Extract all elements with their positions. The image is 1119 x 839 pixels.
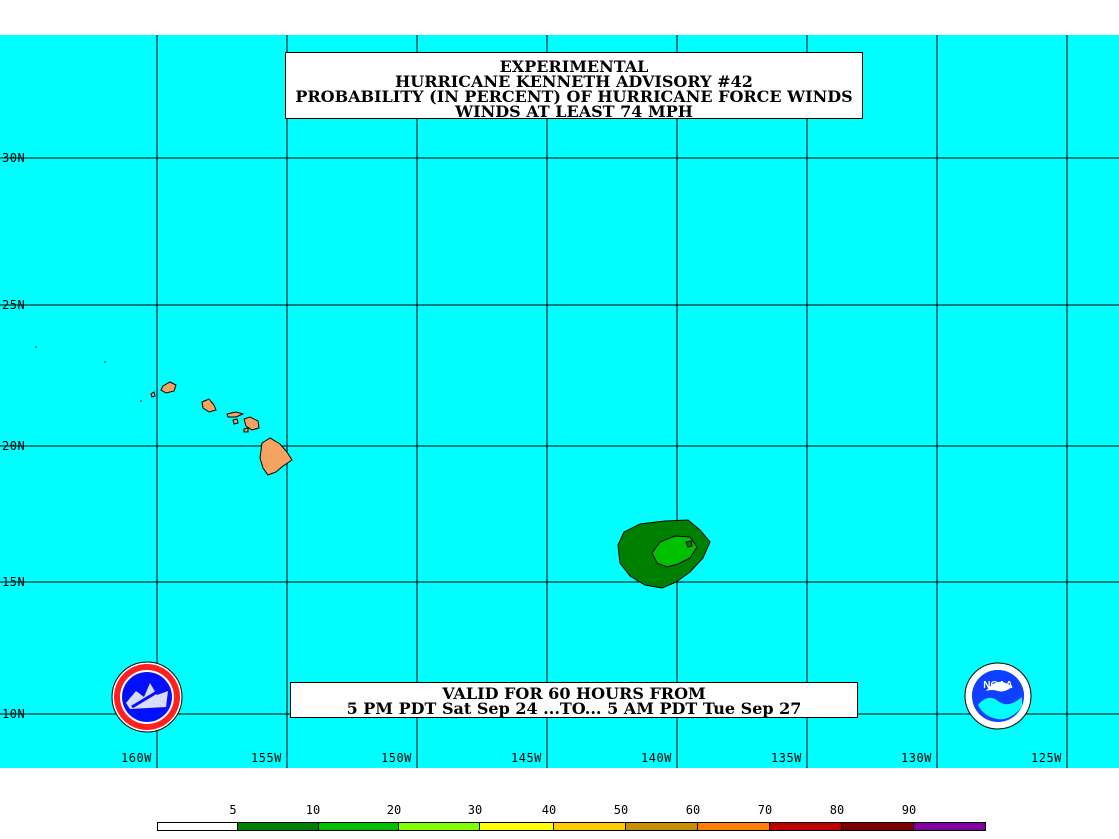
- legend-swatch-70-80: [769, 822, 842, 831]
- title-box: EXPERIMENTAL HURRICANE KENNETH ADVISORY …: [285, 52, 863, 121]
- island-kahoolawe: [243, 427, 249, 433]
- lat-label-25n: 25N: [2, 298, 26, 312]
- legend-swatch-20-30: [398, 822, 480, 831]
- lat-label-20n: 20N: [2, 439, 26, 453]
- lon-label-145w: 145W: [511, 751, 542, 765]
- legend-label-60: 60: [685, 803, 701, 817]
- legend-swatch-80-90: [841, 822, 914, 831]
- legend-label-90: 90: [901, 803, 917, 817]
- ocean-area: [0, 35, 1119, 768]
- lon-label-150w: 150W: [381, 751, 412, 765]
- island-kauai: [160, 381, 177, 394]
- nws-logo: [111, 661, 183, 733]
- legend-swatch-90-100: [913, 822, 986, 831]
- legend-label-40: 40: [541, 803, 557, 817]
- island-big-island: [259, 437, 293, 476]
- legend-swatch-50-60: [625, 822, 698, 831]
- nw-islet: [35, 346, 37, 348]
- noaa-logo-text: NOAA: [983, 680, 1012, 691]
- lat-label-30n: 30N: [2, 151, 26, 165]
- lat-lon-grid: [0, 35, 1119, 768]
- legend-label-70: 70: [757, 803, 773, 817]
- lon-label-125w: 125W: [1031, 751, 1062, 765]
- island-molokai: [226, 411, 245, 418]
- legend-swatch-40-50: [553, 822, 626, 831]
- valid-period-box: VALID FOR 60 HOURS FROM 5 PM PDT Sat Sep…: [290, 682, 858, 718]
- legend-swatch-5-10: [237, 822, 319, 831]
- island-oahu: [201, 398, 217, 413]
- legend-label-80: 80: [829, 803, 845, 817]
- valid-line-2: 5 PM PDT Sat Sep 24 ...TO... 5 AM PDT Tu…: [346, 699, 802, 718]
- legend-label-20: 20: [386, 803, 402, 817]
- legend-swatch-30-40: [479, 822, 554, 831]
- lon-label-130w: 130W: [901, 751, 932, 765]
- legend-label-50: 50: [613, 803, 629, 817]
- legend-swatch-0-5: [157, 822, 238, 831]
- prob-contour-20-30: [651, 535, 698, 568]
- title-line-4: WINDS AT LEAST 74 MPH: [455, 102, 693, 121]
- title-line-1: EXPERIMENTAL: [499, 57, 649, 76]
- lon-label-135w: 135W: [771, 751, 802, 765]
- title-line-2: HURRICANE KENNETH ADVISORY #42: [395, 72, 753, 91]
- legend-label-5: 5: [229, 803, 237, 817]
- island-lanai: [232, 418, 239, 425]
- lon-label-160w: 160W: [121, 751, 152, 765]
- nw-islet: [140, 400, 142, 402]
- island-niihau: [150, 391, 156, 398]
- title-line-3: PROBABILITY (IN PERCENT) OF HURRICANE FO…: [295, 87, 853, 106]
- lat-label-15n: 15N: [2, 575, 26, 589]
- legend-label-10: 10: [305, 803, 321, 817]
- island-maui: [243, 416, 260, 431]
- lon-label-155w: 155W: [251, 751, 282, 765]
- noaa-logo: NOAA: [964, 662, 1032, 730]
- valid-line-1: VALID FOR 60 HOURS FROM: [442, 684, 706, 703]
- legend-swatch-10-20: [318, 822, 399, 831]
- lat-label-10n: 10N: [2, 707, 26, 721]
- lon-label-140w: 140W: [641, 751, 672, 765]
- legend-label-30: 30: [467, 803, 483, 817]
- legend-swatch-60-70: [697, 822, 770, 831]
- prob-contour-small: [685, 540, 693, 548]
- nw-islet: [104, 361, 106, 363]
- hawaiian-islands: [150, 381, 293, 476]
